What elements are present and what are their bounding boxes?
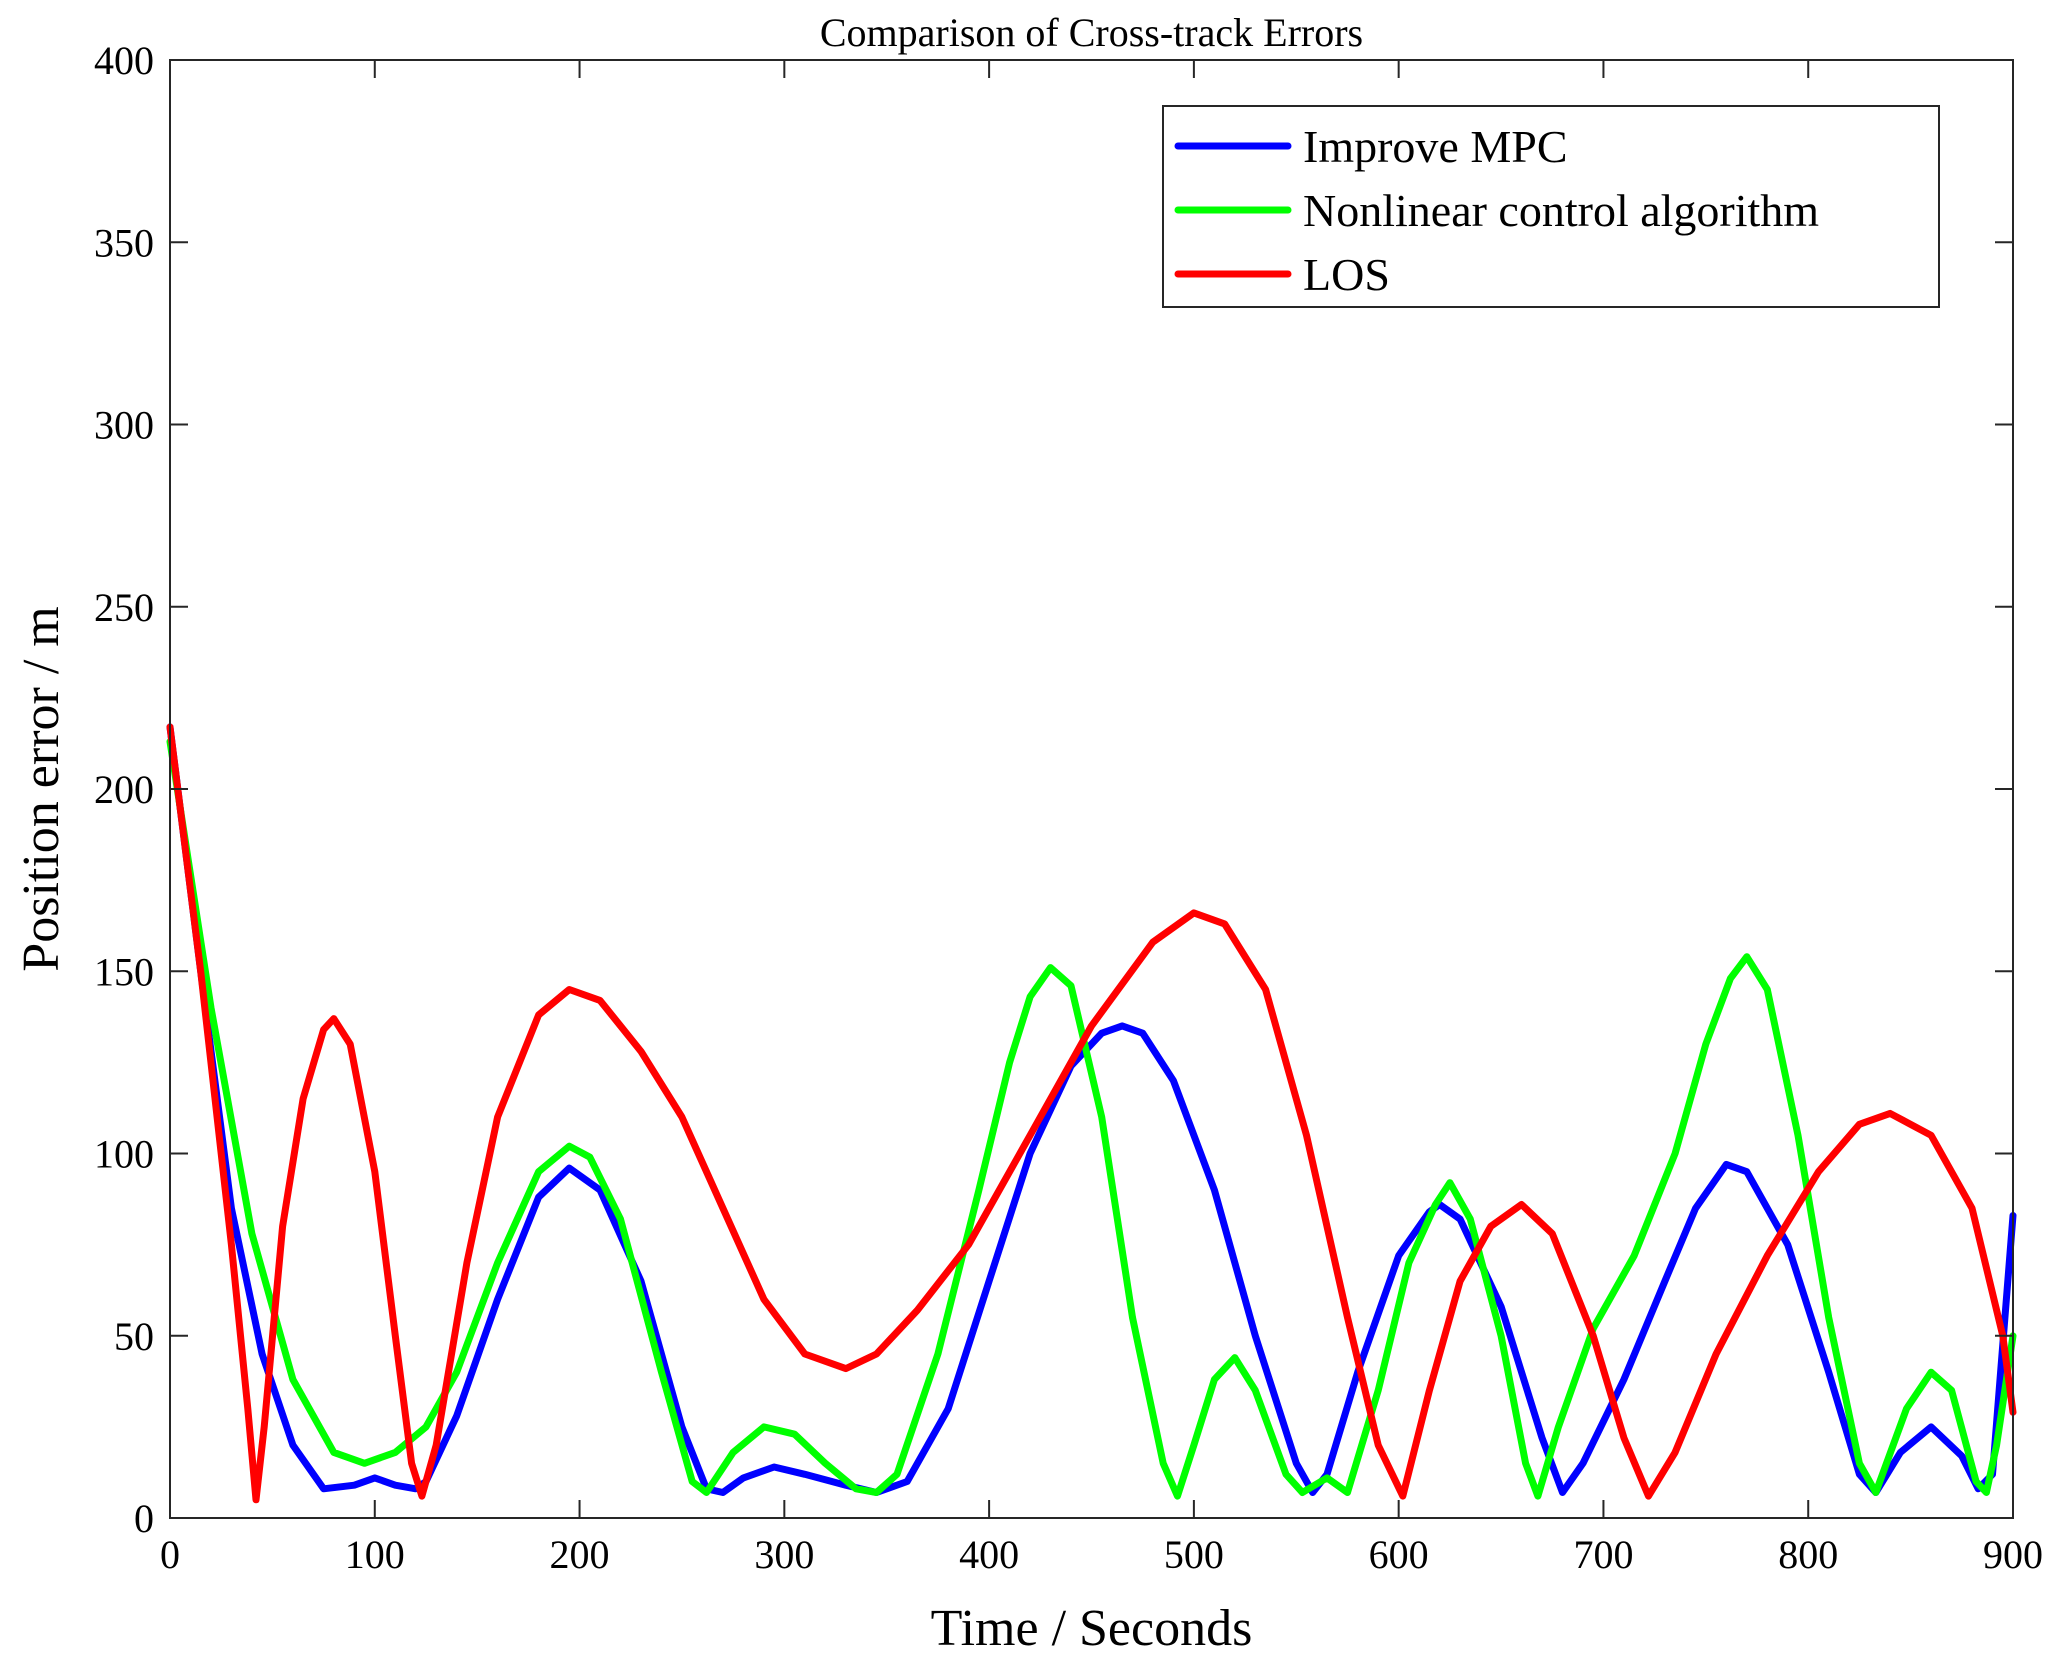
x-tick-label: 100 — [345, 1532, 405, 1577]
y-tick-label: 200 — [94, 767, 154, 812]
y-tick-label: 350 — [94, 220, 154, 265]
y-tick-label: 300 — [94, 403, 154, 448]
legend-label-1: Improve MPC — [1303, 121, 1568, 172]
y-tick-label: 150 — [94, 949, 154, 994]
y-tick-label: 250 — [94, 585, 154, 630]
series-group — [166, 723, 2017, 1504]
y-axis-title: Position error / m — [13, 606, 70, 971]
legend-label-3: LOS — [1303, 249, 1390, 300]
x-axis-title: Time / Seconds — [931, 1600, 1253, 1657]
chart-title: Comparison of Cross-track Errors — [820, 10, 1363, 55]
plot-area: 0 100 200 300 400 500 600 700 800 900 0 50 100 150 200… — [94, 38, 2043, 1577]
x-tick-label: 900 — [1983, 1532, 2043, 1577]
x-tick-label: 300 — [754, 1532, 814, 1577]
x-tick-label: 500 — [1164, 1532, 1224, 1577]
series-line-2 — [166, 738, 2017, 1500]
x-tick-label: 600 — [1369, 1532, 1429, 1577]
legend-box — [1162, 105, 1940, 308]
y-tick-label: 400 — [94, 38, 154, 83]
series-line-3 — [166, 723, 2017, 1504]
x-tick-label: 0 — [160, 1532, 180, 1577]
legend: Improve MPC Nonlinear control algorithm LO… — [1162, 105, 1940, 308]
x-tick-label: 800 — [1778, 1532, 1838, 1577]
series-line-1 — [166, 723, 2017, 1496]
legend-label-2: Nonlinear control algorithm — [1303, 185, 1819, 236]
x-tick-label: 400 — [959, 1532, 1019, 1577]
x-tick-label: 700 — [1573, 1532, 1633, 1577]
y-tick-label: 100 — [94, 1132, 154, 1177]
x-tick-label: 200 — [550, 1532, 610, 1577]
y-tick-label: 0 — [134, 1496, 154, 1541]
y-tick-label: 50 — [114, 1314, 154, 1359]
